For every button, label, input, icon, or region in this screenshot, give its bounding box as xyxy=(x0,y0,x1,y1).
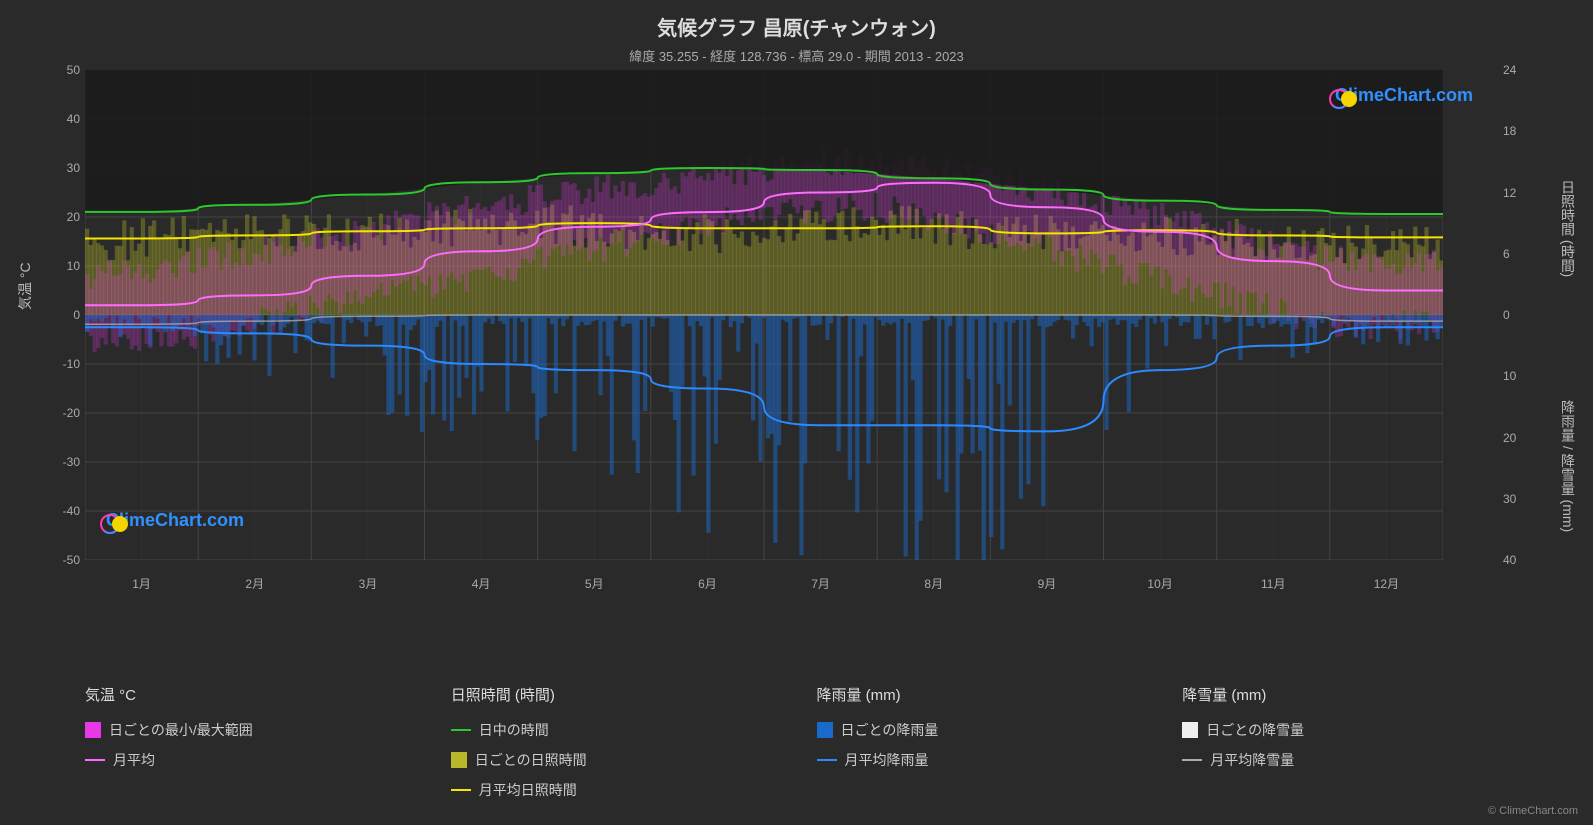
tick-month: 10月 xyxy=(1147,575,1172,592)
legend-header: 降雨量 (mm) xyxy=(817,684,1143,705)
legend: 気温 °C 日ごとの最小/最大範囲 月平均 日照時間 (時間) 日中の時間 日ご… xyxy=(85,684,1508,810)
tick-right: 12 xyxy=(1503,186,1533,200)
tick-month: 11月 xyxy=(1261,575,1285,592)
tick-left: 0 xyxy=(50,308,80,322)
legend-col-temp: 気温 °C 日ごとの最小/最大範囲 月平均 xyxy=(85,684,411,810)
tick-left: -50 xyxy=(50,553,80,567)
legend-item: 月平均 xyxy=(85,750,411,770)
y-axis-left-label: 気温 °C xyxy=(15,262,35,310)
tick-month: 9月 xyxy=(1038,575,1057,592)
tick-right: 10 xyxy=(1503,369,1533,383)
tick-left: -10 xyxy=(50,357,80,371)
tick-right: 0 xyxy=(1503,308,1533,322)
tick-left: 30 xyxy=(50,161,80,175)
legend-label: 日ごとの日照時間 xyxy=(475,750,587,770)
legend-item: 日ごとの日照時間 xyxy=(451,750,777,770)
legend-item: 日ごとの最小/最大範囲 xyxy=(85,720,411,740)
plot-svg xyxy=(85,70,1443,560)
tick-left: 40 xyxy=(50,112,80,126)
tick-month: 4月 xyxy=(472,575,491,592)
plot-area xyxy=(85,70,1443,560)
tick-right: 30 xyxy=(1503,492,1533,506)
tick-month: 1月 xyxy=(132,575,151,592)
legend-label: 日ごとの降雨量 xyxy=(841,720,939,740)
tick-left: -30 xyxy=(50,455,80,469)
tick-right: 40 xyxy=(1503,553,1533,567)
legend-label: 月平均 xyxy=(113,750,155,770)
legend-item: 日中の時間 xyxy=(451,720,777,740)
tick-month: 12月 xyxy=(1374,575,1399,592)
tick-month: 3月 xyxy=(359,575,378,592)
legend-item: 月平均降雪量 xyxy=(1182,750,1508,770)
tick-left: 50 xyxy=(50,63,80,77)
legend-header: 日照時間 (時間) xyxy=(451,684,777,705)
legend-item: 月平均日照時間 xyxy=(451,780,777,800)
climate-chart: 気候グラフ 昌原(チャンウォン) 緯度 35.255 - 経度 128.736 … xyxy=(0,0,1593,825)
tick-month: 7月 xyxy=(811,575,830,592)
tick-left: 20 xyxy=(50,210,80,224)
legend-line-blue xyxy=(817,759,837,761)
watermark-top: ClimeChart.com xyxy=(1329,85,1473,106)
legend-item: 月平均降雨量 xyxy=(817,750,1143,770)
legend-col-rain: 降雨量 (mm) 日ごとの降雨量 月平均降雨量 xyxy=(817,684,1143,810)
legend-label: 月平均降雪量 xyxy=(1210,750,1294,770)
tick-month: 2月 xyxy=(245,575,264,592)
legend-swatch-magenta xyxy=(85,722,101,738)
legend-item: 日ごとの降雨量 xyxy=(817,720,1143,740)
legend-col-sun: 日照時間 (時間) 日中の時間 日ごとの日照時間 月平均日照時間 xyxy=(451,684,777,810)
y-axis-right-label-1: 日照時間 (時間) xyxy=(1558,180,1578,277)
legend-label: 月平均降雨量 xyxy=(845,750,929,770)
tick-right: 20 xyxy=(1503,431,1533,445)
legend-label: 日ごとの降雪量 xyxy=(1206,720,1304,740)
legend-swatch-olive xyxy=(451,752,467,768)
tick-right: 24 xyxy=(1503,63,1533,77)
tick-left: 10 xyxy=(50,259,80,273)
tick-month: 6月 xyxy=(698,575,717,592)
tick-right: 18 xyxy=(1503,124,1533,138)
tick-left: -40 xyxy=(50,504,80,518)
legend-item: 日ごとの降雪量 xyxy=(1182,720,1508,740)
legend-line-yellow xyxy=(451,789,471,791)
legend-label: 日ごとの最小/最大範囲 xyxy=(109,720,253,740)
tick-month: 5月 xyxy=(585,575,604,592)
y-axis-right-label-2: 降雨量 / 降雪量 (mm) xyxy=(1558,400,1578,532)
legend-line-gray xyxy=(1182,759,1202,761)
tick-month: 8月 xyxy=(924,575,943,592)
legend-line-green xyxy=(451,729,471,731)
legend-col-snow: 降雪量 (mm) 日ごとの降雪量 月平均降雪量 xyxy=(1182,684,1508,810)
legend-header: 降雪量 (mm) xyxy=(1182,684,1508,705)
credit-text: © ClimeChart.com xyxy=(1488,805,1578,817)
legend-line-magenta xyxy=(85,759,105,761)
legend-label: 日中の時間 xyxy=(479,720,549,740)
tick-right: 6 xyxy=(1503,247,1533,261)
chart-title: 気候グラフ 昌原(チャンウォン) xyxy=(0,0,1593,41)
watermark-bottom: ClimeChart.com xyxy=(100,510,244,531)
legend-swatch-white xyxy=(1182,722,1198,738)
chart-subtitle: 緯度 35.255 - 経度 128.736 - 標高 29.0 - 期間 20… xyxy=(0,41,1593,65)
tick-left: -20 xyxy=(50,406,80,420)
legend-swatch-blue xyxy=(817,722,833,738)
legend-label: 月平均日照時間 xyxy=(479,780,577,800)
legend-header: 気温 °C xyxy=(85,684,411,705)
